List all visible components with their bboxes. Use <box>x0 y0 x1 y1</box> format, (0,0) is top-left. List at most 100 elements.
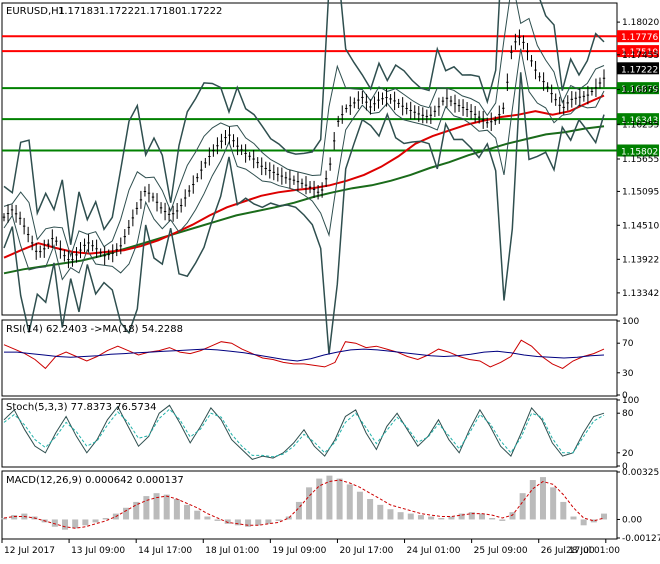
level-label-0: 1.17776 <box>621 33 658 43</box>
macd-bar-1 <box>11 515 18 520</box>
axis-labels-layer: 1.17776 1.17519 1.16879 1.16343 1.15802 1.180… <box>1 18 660 556</box>
macd-bar-55 <box>560 501 567 520</box>
macd-bar-17 <box>173 499 180 520</box>
price-tick-label-6: 1.14510 <box>622 221 659 231</box>
macd-bar-54 <box>550 487 557 520</box>
stoch-main-line <box>3 404 605 460</box>
x-tick-label-9: 28 Jul 01:00 <box>566 546 620 556</box>
price-tick-label-4: 1.15655 <box>622 155 659 165</box>
macd-bar-22 <box>224 519 231 524</box>
x-tick-label-4: 19 Jul 09:00 <box>272 546 326 556</box>
macd-bar-53 <box>539 477 546 520</box>
macd-bar-26 <box>265 519 272 524</box>
macd-bar-38 <box>387 509 394 520</box>
macd-bar-8 <box>82 519 89 526</box>
macd-bar-43 <box>438 517 445 520</box>
price-series-layer <box>2 0 617 355</box>
rsi-tick-label-2: 30 <box>622 369 634 379</box>
current-price-label: 1.17222 <box>621 65 658 75</box>
band-inner-lower-line <box>3 48 605 281</box>
macd-bar-16 <box>163 494 170 520</box>
ohlc-low: 1.17180 <box>140 6 181 17</box>
macd-tick-label-1: 0.00 <box>622 515 642 525</box>
current-price-label-bg <box>617 62 659 75</box>
rsi-line <box>3 339 605 370</box>
x-tick-label-2: 14 Jul 17:00 <box>138 546 192 556</box>
macd-bar-37 <box>377 504 384 520</box>
macd-bar-45 <box>458 513 465 520</box>
macd-pane-title: MACD(12,26,9) 0.000642 0.000137 <box>6 475 184 486</box>
macd-bar-39 <box>397 512 404 520</box>
macd-bar-57 <box>580 519 587 526</box>
x-tick-label-6: 24 Jul 01:00 <box>407 546 461 556</box>
macd-bar-9 <box>92 519 99 523</box>
price-tick-label-7: 1.13922 <box>622 255 659 265</box>
stoch-tick-label-3: 0 <box>622 462 628 472</box>
level-label-4: 1.15802 <box>621 147 658 157</box>
macd-series-layer <box>1 475 607 530</box>
macd-bar-18 <box>184 504 191 520</box>
x-tick-label-3: 18 Jul 01:00 <box>205 546 259 556</box>
macd-bar-21 <box>214 519 221 521</box>
stoch-pane-frame <box>1 398 618 468</box>
macd-bar-27 <box>275 519 282 521</box>
macd-bar-13 <box>133 501 140 520</box>
macd-bar-28 <box>285 516 292 520</box>
stoch-signal-line <box>3 408 605 458</box>
rsi-series-layer <box>3 339 605 370</box>
price-tick-label-3: 1.16255 <box>622 120 659 130</box>
level-label-bg-0 <box>617 30 659 43</box>
ma-green-line <box>3 125 605 275</box>
macd-bar-49 <box>499 519 506 521</box>
macd-bar-19 <box>194 510 201 520</box>
macd-bar-33 <box>336 478 343 520</box>
rsi-pane-title: RSI(14) 62.2403 ->MA(18) 54.2288 <box>6 324 183 335</box>
level-label-bg-1 <box>617 45 659 58</box>
macd-bar-59 <box>601 513 607 520</box>
level-label-3: 1.16343 <box>621 116 658 126</box>
band-inner-upper-line <box>3 0 605 258</box>
price-tick-label-5: 1.15095 <box>622 187 659 197</box>
x-tick-label-7: 25 Jul 09:00 <box>474 546 528 556</box>
ohlc-open: 1.17183 <box>58 6 99 17</box>
macd-bar-5 <box>51 519 58 527</box>
price-tick-label-2: 1.16855 <box>622 86 659 96</box>
macd-bar-51 <box>519 493 526 520</box>
level-label-1: 1.17519 <box>621 48 658 58</box>
x-tick-label-8: 26 Jul 17:00 <box>541 546 595 556</box>
macd-bar-0 <box>1 517 7 520</box>
macd-bar-52 <box>529 480 536 520</box>
macd-bar-58 <box>590 519 597 523</box>
level-label-2: 1.16879 <box>621 85 658 95</box>
macd-bar-35 <box>356 491 363 520</box>
macd-tick-label-2: -0.00127 <box>622 534 660 544</box>
stoch-series-layer <box>3 404 605 460</box>
price-tick-label-0: 1.18020 <box>622 18 659 28</box>
price-tick-label-1: 1.17455 <box>622 51 659 61</box>
macd-bar-48 <box>489 517 496 520</box>
macd-bar-20 <box>204 516 211 520</box>
x-tick-label-0: 12 Jul 2017 <box>4 546 55 556</box>
macd-bar-25 <box>255 519 262 526</box>
x-tick-label-5: 20 Jul 17:00 <box>339 546 393 556</box>
macd-bar-14 <box>143 496 150 520</box>
band-upper-line <box>3 0 605 245</box>
macd-bar-34 <box>346 484 353 520</box>
macd-bar-47 <box>478 513 485 520</box>
price-tick-label-8: 1.13342 <box>622 289 659 299</box>
level-label-bg-3 <box>617 113 659 126</box>
macd-bar-42 <box>428 516 435 520</box>
macd-bar-12 <box>123 507 130 520</box>
macd-bar-41 <box>417 515 424 520</box>
stoch-tick-label-0: 100 <box>622 396 639 406</box>
stoch-tick-label-2: 20 <box>622 449 634 459</box>
rsi-tick-label-3: 0 <box>622 391 628 401</box>
rsi-tick-label-1: 70 <box>622 339 634 349</box>
rsi-pane-frame <box>1 319 618 397</box>
chart-title-instrument: EURUSD,H1 <box>6 6 65 17</box>
macd-tick-label-0: 0.00325 <box>622 468 659 478</box>
macd-bar-29 <box>295 501 302 520</box>
stoch-tick-label-1: 80 <box>622 409 634 419</box>
